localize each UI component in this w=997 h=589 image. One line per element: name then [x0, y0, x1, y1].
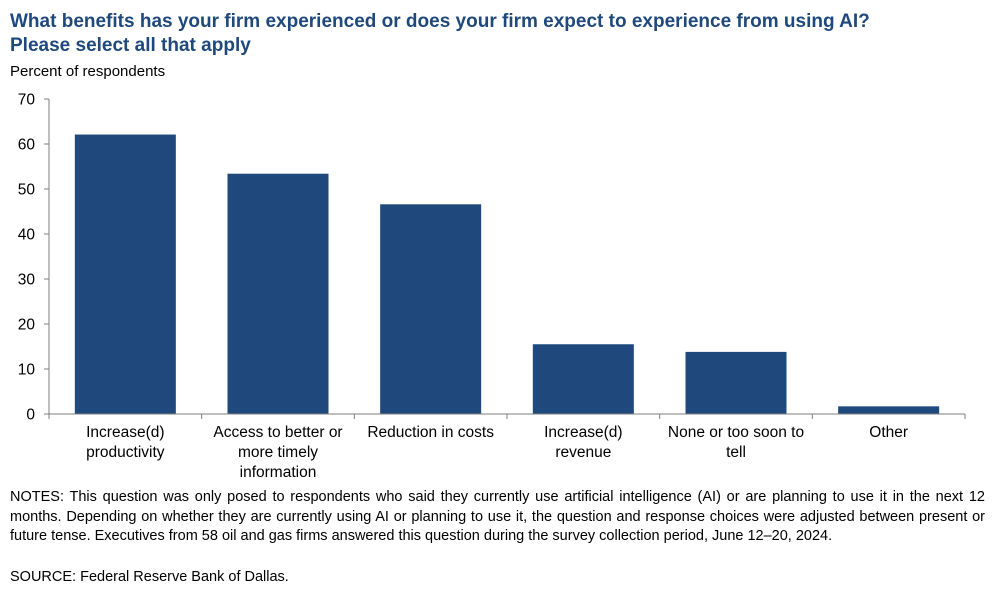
bars [74, 134, 940, 415]
x-tick-label: Increase(d) revenue [544, 424, 622, 461]
x-tick-label: Increase(d) productivity [86, 424, 165, 461]
bar [838, 406, 940, 414]
y-tick-label: 0 [26, 407, 35, 424]
x-tick-label: None or too soon to tell [668, 424, 804, 461]
y-axis: 0 10 20 30 40 50 60 70 [18, 92, 50, 424]
chart-title-line-2: Please select all that apply [10, 35, 251, 56]
bar [227, 173, 329, 414]
x-axis: Increase(d) productivity Access to better … [48, 413, 966, 481]
y-tick-label: 40 [18, 227, 36, 244]
chart-title: What benefits has your firm experienced … [10, 10, 990, 58]
y-tick-label: 60 [18, 137, 36, 154]
x-tick-label: Reduction in costs [367, 424, 494, 441]
bar [74, 134, 176, 415]
x-tick-label: Access to better or more timely informatio… [213, 424, 342, 481]
bar [380, 204, 482, 414]
bar-chart: 0 10 20 30 40 50 60 70 Increase(d) productivity A… [18, 92, 966, 481]
notes: NOTES: This question was only posed to r… [10, 488, 985, 547]
y-axis-label: Percent of respondents [10, 63, 166, 80]
y-tick-label: 50 [18, 182, 36, 199]
notes-text: NOTES: This question was only posed to r… [10, 489, 985, 544]
x-tick-label: Other [869, 424, 908, 441]
chart-title-line-1: What benefits has your firm experienced … [10, 11, 870, 32]
y-tick-label: 20 [18, 317, 36, 334]
source: SOURCE: Federal Reserve Bank of Dallas. [10, 569, 289, 585]
bar [532, 344, 634, 414]
bar [685, 351, 787, 414]
y-tick-label: 70 [18, 92, 36, 109]
y-tick-label: 30 [18, 272, 36, 289]
y-tick-label: 10 [18, 362, 36, 379]
